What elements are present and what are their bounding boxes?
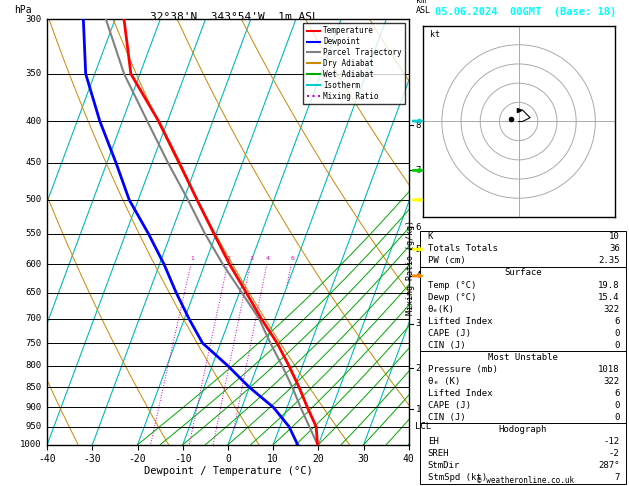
Text: 500: 500: [26, 195, 42, 205]
Text: Dewp (°C): Dewp (°C): [428, 293, 476, 301]
Text: 400: 400: [26, 117, 42, 125]
Text: 3: 3: [415, 319, 421, 328]
Text: 750: 750: [26, 339, 42, 347]
Text: 322: 322: [604, 305, 620, 313]
Text: 950: 950: [26, 422, 42, 431]
Text: CIN (J): CIN (J): [428, 413, 465, 422]
Text: Most Unstable: Most Unstable: [487, 353, 558, 362]
Text: CIN (J): CIN (J): [428, 341, 465, 349]
Text: LCL: LCL: [415, 422, 431, 431]
Text: 300: 300: [26, 15, 42, 24]
Text: 2: 2: [227, 256, 231, 261]
Text: SREH: SREH: [428, 449, 449, 458]
Text: Pressure (mb): Pressure (mb): [428, 365, 498, 374]
Text: 600: 600: [26, 260, 42, 269]
Text: 6: 6: [615, 389, 620, 398]
Text: 550: 550: [26, 229, 42, 238]
Text: 900: 900: [26, 403, 42, 412]
Text: 10: 10: [609, 232, 620, 242]
Text: CAPE (J): CAPE (J): [428, 329, 470, 338]
Text: 6: 6: [415, 223, 421, 231]
Text: 7: 7: [415, 166, 421, 175]
Text: -2: -2: [609, 449, 620, 458]
Text: 350: 350: [26, 69, 42, 78]
Text: 0: 0: [615, 341, 620, 349]
Text: 36: 36: [609, 244, 620, 253]
Text: Lifted Index: Lifted Index: [428, 389, 493, 398]
Text: 4: 4: [415, 271, 421, 280]
Text: 8: 8: [415, 121, 421, 130]
Text: 5: 5: [415, 245, 421, 254]
Text: 1: 1: [191, 256, 194, 261]
Text: 1018: 1018: [598, 365, 620, 374]
Text: EH: EH: [428, 437, 438, 446]
Text: 800: 800: [26, 362, 42, 370]
Text: 05.06.2024  00GMT  (Base: 18): 05.06.2024 00GMT (Base: 18): [435, 7, 616, 17]
Text: 0: 0: [615, 329, 620, 338]
Text: 3: 3: [250, 256, 253, 261]
Text: StmSpd (kt): StmSpd (kt): [428, 473, 487, 482]
Text: Temp (°C): Temp (°C): [428, 280, 476, 290]
Text: Lifted Index: Lifted Index: [428, 316, 493, 326]
Text: 1: 1: [415, 405, 421, 414]
Text: 322: 322: [604, 377, 620, 386]
Text: StmDir: StmDir: [428, 461, 460, 470]
Legend: Temperature, Dewpoint, Parcel Trajectory, Dry Adiabat, Wet Adiabat, Isotherm, Mi: Temperature, Dewpoint, Parcel Trajectory…: [303, 23, 405, 104]
Text: 850: 850: [26, 383, 42, 392]
Text: 7: 7: [615, 473, 620, 482]
Text: 19.8: 19.8: [598, 280, 620, 290]
Text: 6: 6: [615, 316, 620, 326]
Text: Hodograph: Hodograph: [499, 425, 547, 434]
Text: 0: 0: [615, 413, 620, 422]
Text: 2: 2: [415, 364, 421, 373]
Text: 450: 450: [26, 158, 42, 167]
Text: θₑ (K): θₑ (K): [428, 377, 460, 386]
Text: CAPE (J): CAPE (J): [428, 401, 470, 410]
Text: Totals Totals: Totals Totals: [428, 244, 498, 253]
Text: 32°38'N  343°54'W  1m ASL: 32°38'N 343°54'W 1m ASL: [150, 12, 319, 22]
Text: 287°: 287°: [598, 461, 620, 470]
Text: kt: kt: [430, 30, 440, 39]
Text: 15.4: 15.4: [598, 293, 620, 301]
Text: Mixing Ratio (g/kg): Mixing Ratio (g/kg): [406, 220, 415, 315]
Text: km
ASL: km ASL: [416, 0, 431, 15]
Text: 6: 6: [291, 256, 294, 261]
Text: 0: 0: [615, 401, 620, 410]
Text: Surface: Surface: [504, 268, 542, 278]
Text: 700: 700: [26, 314, 42, 323]
Text: 2.35: 2.35: [598, 257, 620, 265]
Text: θₑ(K): θₑ(K): [428, 305, 455, 313]
Text: 4: 4: [266, 256, 270, 261]
Text: -12: -12: [604, 437, 620, 446]
Text: PW (cm): PW (cm): [428, 257, 465, 265]
Text: K: K: [428, 232, 433, 242]
Text: 650: 650: [26, 288, 42, 297]
Text: © weatheronline.co.uk: © weatheronline.co.uk: [477, 476, 574, 485]
X-axis label: Dewpoint / Temperature (°C): Dewpoint / Temperature (°C): [143, 466, 313, 476]
Text: hPa: hPa: [14, 5, 32, 15]
Text: 1000: 1000: [20, 440, 42, 449]
